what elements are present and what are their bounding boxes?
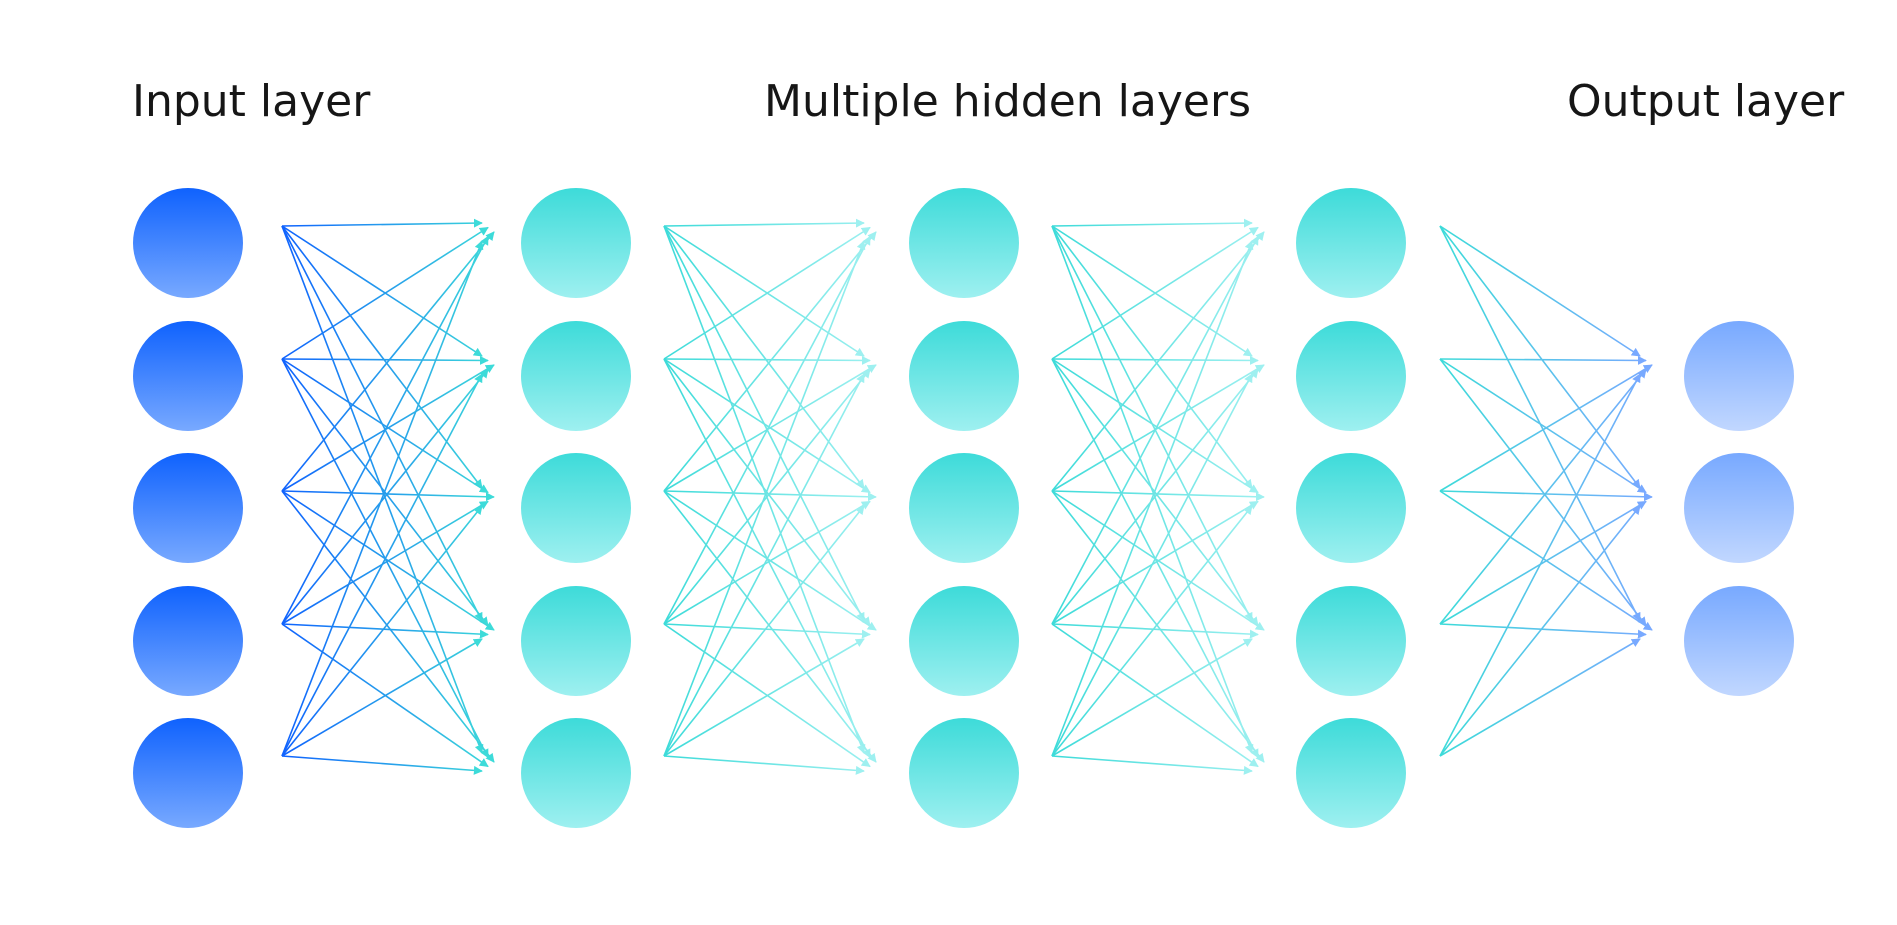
edge-l1-n3-to-n0 xyxy=(663,235,871,625)
hidden-node-2-4 xyxy=(909,718,1019,828)
edge-l1-n4-to-n2 xyxy=(663,505,865,757)
edge-l3-n1-to-n1 xyxy=(1439,358,1647,494)
hidden-node-1-1 xyxy=(521,321,631,431)
edge-l0-n4-to-n4 xyxy=(281,755,483,775)
edge-l3-n4-to-n0 xyxy=(1439,373,1641,757)
hidden-node-1-4 xyxy=(521,718,631,828)
edge-l0-n2-to-n4 xyxy=(281,490,495,763)
edge-l1-n3-to-n2 xyxy=(663,500,871,625)
hidden-node-1-3 xyxy=(521,586,631,696)
edge-l0-n3-to-n2 xyxy=(281,500,489,625)
hidden-layers-label: Multiple hidden layers xyxy=(764,76,1251,127)
edge-l2-n3-to-n3 xyxy=(1051,623,1259,639)
edge-l0-n2-to-n1 xyxy=(281,364,495,492)
output-node-4-2 xyxy=(1684,586,1794,696)
edge-l0-n0-to-n2 xyxy=(281,225,483,489)
edge-l3-n0-to-n1 xyxy=(1439,225,1641,489)
hidden-node-3-3 xyxy=(1296,586,1406,696)
edge-l1-n4-to-n0 xyxy=(663,240,866,757)
edge-l0-n4-to-n2 xyxy=(281,505,483,757)
edge-l2-n4-to-n1 xyxy=(1051,373,1253,757)
edge-l2-n4-to-n3 xyxy=(1051,638,1253,757)
hidden-node-2-3 xyxy=(909,586,1019,696)
edge-l2-n4-to-n4 xyxy=(1051,755,1253,775)
edge-l2-n0-to-n0 xyxy=(1051,218,1253,228)
hidden-node-3-4 xyxy=(1296,718,1406,828)
edge-l0-n3-to-n3 xyxy=(281,623,489,639)
hidden-node-2-1 xyxy=(909,321,1019,431)
edge-l3-n3-to-n0 xyxy=(1439,368,1647,625)
input-node-0-2 xyxy=(133,453,243,563)
input-node-0-0 xyxy=(133,188,243,298)
input-node-0-4 xyxy=(133,718,243,828)
edge-l2-n0-to-n1 xyxy=(1051,225,1253,357)
edge-l3-n4-to-n2 xyxy=(1439,638,1641,757)
edge-l2-n1-to-n2 xyxy=(1051,358,1259,494)
network-nodes xyxy=(133,188,1794,828)
hidden-node-1-0 xyxy=(521,188,631,298)
output-node-4-1 xyxy=(1684,453,1794,563)
edge-l0-n3-to-n0 xyxy=(281,235,489,625)
edge-l3-n2-to-n0 xyxy=(1439,364,1653,492)
edge-l1-n2-to-n0 xyxy=(663,231,877,492)
edge-l2-n3-to-n1 xyxy=(1051,368,1259,625)
edge-l0-n4-to-n3 xyxy=(281,638,483,757)
edge-l1-n4-to-n1 xyxy=(663,373,865,757)
edge-l1-n3-to-n3 xyxy=(663,623,871,639)
edge-l1-n0-to-n1 xyxy=(663,225,865,357)
output-node-4-0 xyxy=(1684,321,1794,431)
edge-l1-n4-to-n4 xyxy=(663,755,865,775)
edge-l2-n3-to-n2 xyxy=(1051,500,1259,625)
hidden-node-3-1 xyxy=(1296,321,1406,431)
hidden-node-2-2 xyxy=(909,453,1019,563)
edge-l0-n1-to-n2 xyxy=(281,358,489,494)
output-layer-label: Output layer xyxy=(1567,76,1845,127)
edge-l3-n3-to-n1 xyxy=(1439,500,1647,625)
edge-l3-n1-to-n0 xyxy=(1439,355,1647,365)
hidden-node-3-2 xyxy=(1296,453,1406,563)
edge-l2-n3-to-n0 xyxy=(1051,235,1259,625)
edge-l1-n1-to-n0 xyxy=(663,226,871,360)
edge-l2-n2-to-n0 xyxy=(1051,231,1265,492)
edge-l2-n1-to-n1 xyxy=(1051,355,1259,365)
edge-l0-n0-to-n1 xyxy=(281,225,483,357)
edge-l3-n4-to-n1 xyxy=(1439,505,1641,757)
edge-l1-n2-to-n1 xyxy=(663,364,877,492)
edge-l2-n1-to-n0 xyxy=(1051,226,1259,360)
edge-l0-n0-to-n0 xyxy=(281,218,483,228)
edge-l2-n2-to-n4 xyxy=(1051,490,1265,763)
edge-l0-n2-to-n0 xyxy=(281,231,495,492)
edge-l2-n2-to-n1 xyxy=(1051,364,1265,492)
edge-l1-n2-to-n4 xyxy=(663,490,877,763)
edge-l0-n1-to-n1 xyxy=(281,355,489,365)
edge-l0-n1-to-n0 xyxy=(281,226,489,360)
edge-l0-n4-to-n1 xyxy=(281,373,483,757)
edge-l2-n4-to-n0 xyxy=(1051,240,1254,757)
edge-l0-n4-to-n0 xyxy=(281,240,484,757)
edge-l1-n1-to-n2 xyxy=(663,358,871,494)
input-node-0-3 xyxy=(133,586,243,696)
edge-l2-n0-to-n2 xyxy=(1051,225,1253,489)
edge-l1-n4-to-n3 xyxy=(663,638,865,757)
edge-l1-n0-to-n0 xyxy=(663,218,865,228)
edge-l1-n3-to-n1 xyxy=(663,368,871,625)
edge-l3-n0-to-n0 xyxy=(1439,225,1641,357)
edge-l0-n3-to-n1 xyxy=(281,368,489,625)
edge-l1-n0-to-n2 xyxy=(663,225,865,489)
input-node-0-1 xyxy=(133,321,243,431)
edge-l3-n3-to-n2 xyxy=(1439,623,1647,639)
edge-l2-n4-to-n2 xyxy=(1051,505,1253,757)
edge-l1-n1-to-n1 xyxy=(663,355,871,365)
hidden-node-3-0 xyxy=(1296,188,1406,298)
hidden-node-1-2 xyxy=(521,453,631,563)
connection-edges xyxy=(281,218,1653,775)
edge-l3-n1-to-n2 xyxy=(1439,358,1647,627)
hidden-node-2-0 xyxy=(909,188,1019,298)
input-layer-label: Input layer xyxy=(132,76,371,127)
